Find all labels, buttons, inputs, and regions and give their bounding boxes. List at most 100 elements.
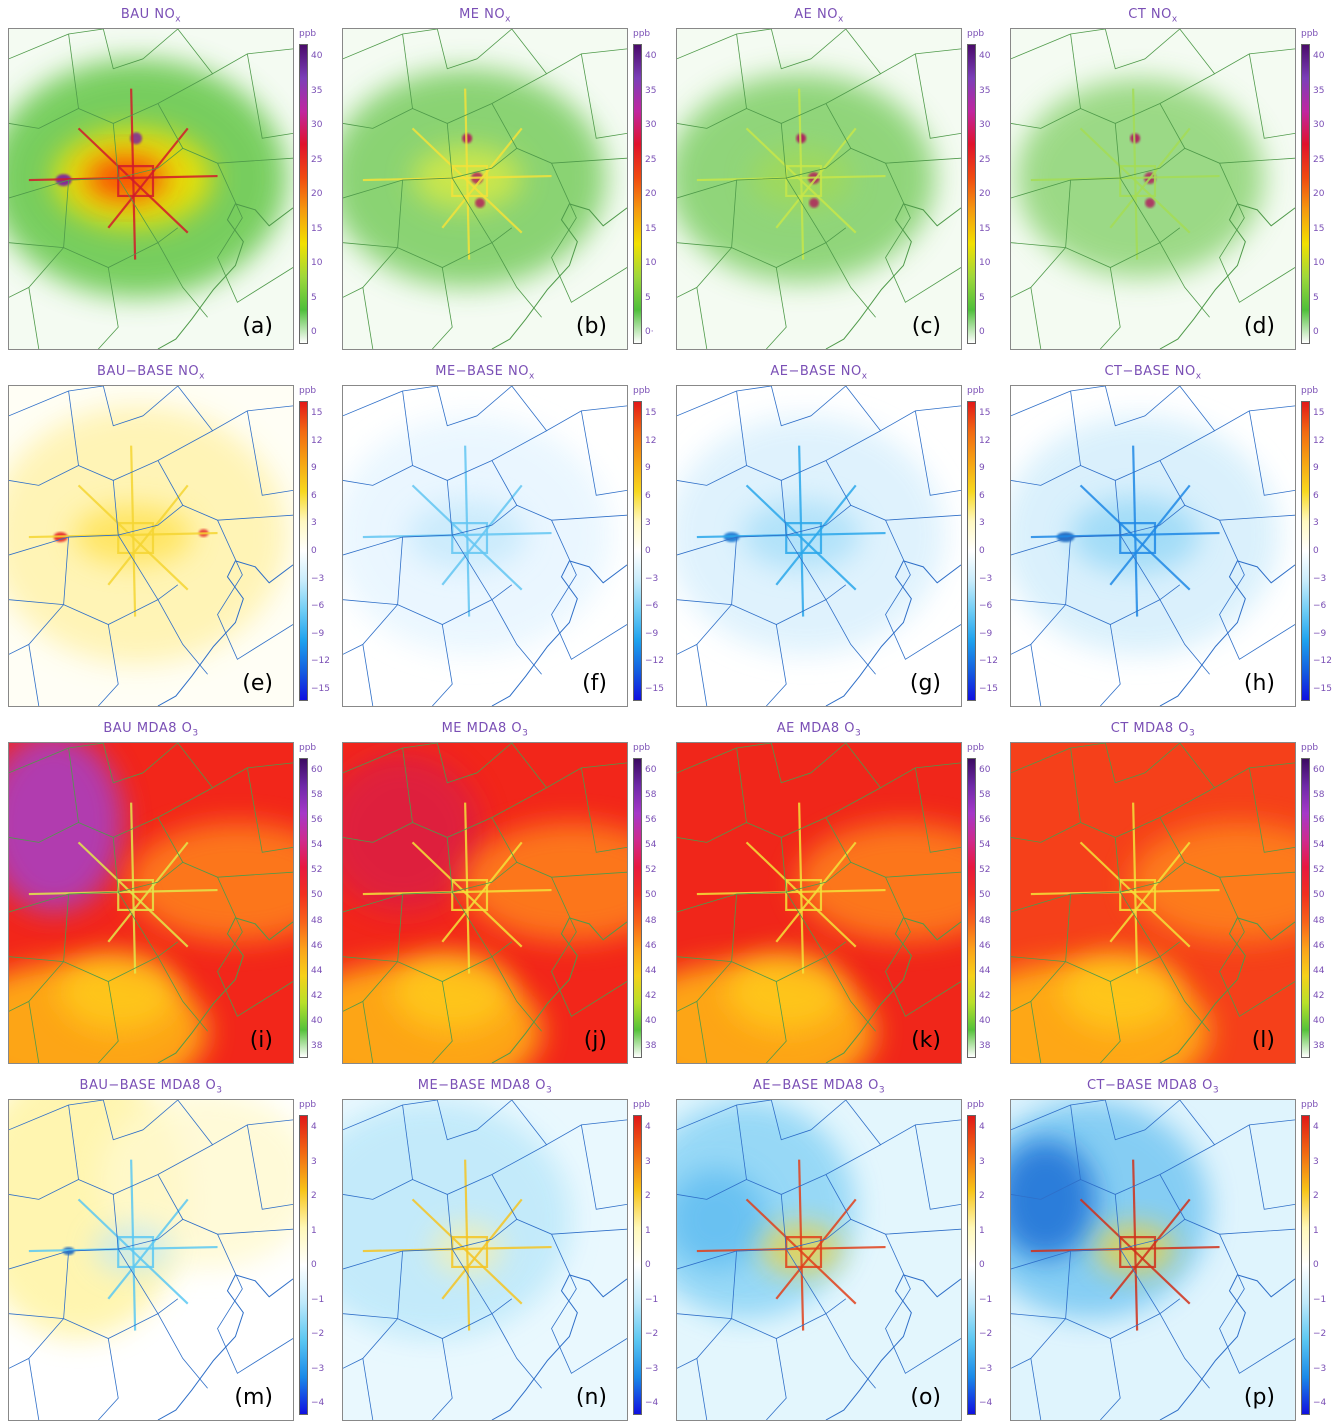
road-corridor — [362, 531, 552, 539]
road-corridor — [451, 1236, 489, 1269]
map-area: (a) — [8, 28, 294, 350]
county-boundary — [446, 1194, 453, 1250]
colorbar — [967, 44, 976, 344]
road-corridor — [1030, 1245, 1220, 1253]
colorbar-tick-label: 1 — [979, 1225, 985, 1236]
road-corridor — [77, 484, 189, 591]
county-boundary — [845, 1100, 961, 1146]
colorbar — [299, 1115, 308, 1415]
colorbar-unit: ppb — [967, 743, 985, 753]
colorbar-tick-label: 0 — [311, 1260, 317, 1270]
concentration-field — [343, 1100, 627, 1420]
colorbar-tick-label: 52 — [645, 865, 657, 876]
coastline — [825, 917, 961, 1063]
colorbar-tick-label: 38 — [1313, 1041, 1325, 1051]
panel-title-subscript: 3 — [855, 728, 862, 739]
county-boundary — [9, 1251, 69, 1369]
county-boundary — [343, 108, 413, 129]
panel-title: BAU−BASE MDA8 O3 — [8, 1078, 294, 1098]
county-boundary — [810, 743, 847, 774]
county-boundary — [63, 584, 179, 625]
county-boundary — [491, 956, 542, 1032]
county-boundary — [1104, 29, 1146, 70]
map-area: (p) — [1010, 1099, 1296, 1421]
county-boundary — [157, 1174, 293, 1235]
panel-label: (i) — [249, 1028, 273, 1053]
concentration-field — [9, 1100, 293, 1420]
county-boundary — [9, 465, 79, 486]
colorbar-tick-label: 38 — [979, 1041, 991, 1051]
county-boundary — [1070, 747, 1081, 823]
county-boundary — [551, 876, 627, 1017]
county-boundary — [1100, 981, 1121, 1063]
county-boundary — [68, 504, 184, 538]
county-boundary — [402, 33, 413, 109]
colorbar-tick-label: 56 — [645, 815, 657, 826]
concentration-field — [1011, 29, 1295, 349]
county-boundary — [1219, 519, 1295, 660]
panel-title-subscript: x — [1171, 14, 1178, 25]
county-boundary — [785, 891, 827, 957]
panel-label: (e) — [242, 671, 273, 696]
county-boundary — [142, 386, 179, 417]
road-corridor — [1109, 841, 1191, 943]
county-boundary — [696, 1358, 708, 1420]
county-boundary — [845, 743, 961, 789]
county-boundary — [810, 1100, 847, 1131]
colorbar-tick-label: 25 — [645, 154, 657, 165]
county-boundary — [117, 177, 159, 243]
colorbar-tick-label: 30 — [645, 120, 657, 130]
county-boundary — [9, 894, 69, 1012]
colorbar-unit: ppb — [299, 29, 317, 39]
colorbar-tick-label: 42 — [311, 990, 323, 1001]
map-panel-f: ME−BASE NOx (f) ppb 15 12 9 6 3 0 −3 −6 −9 −12 −15 — [334, 357, 668, 714]
colorbar-tick-label: −2 — [645, 1329, 659, 1339]
county-boundary — [9, 1179, 79, 1200]
county-boundary — [9, 1104, 69, 1131]
colorbar-tick-label: 25 — [1313, 154, 1325, 165]
county-boundary — [117, 1248, 159, 1314]
county-boundary — [9, 180, 69, 298]
colorbar-tick-label: 10 — [311, 258, 323, 268]
county-boundary — [1104, 386, 1146, 427]
county-boundary — [1159, 599, 1210, 675]
road-corridor — [1079, 484, 1191, 591]
colorbar-tick-label: 12 — [979, 435, 991, 446]
county-boundary — [746, 430, 881, 481]
county-boundary — [9, 33, 69, 60]
county-boundary — [825, 1313, 876, 1389]
concentration-field — [343, 29, 627, 349]
colorbar-tick-label: 58 — [311, 790, 323, 801]
field-blob — [796, 822, 961, 942]
panel-title: BAU NOx — [8, 7, 294, 27]
county-boundary — [343, 180, 403, 298]
county-boundary — [432, 624, 453, 706]
county-boundary — [746, 73, 881, 124]
county-boundary — [677, 536, 737, 556]
field-blob — [1011, 1139, 1096, 1259]
road-corridor — [745, 127, 857, 234]
county-boundary — [412, 73, 547, 124]
road-corridor — [451, 522, 489, 555]
colorbar-tick-label: 9 — [311, 463, 317, 474]
county-boundary — [362, 287, 374, 349]
colorbar-tick-label: 15 — [979, 223, 991, 234]
road-corridor — [785, 522, 823, 555]
county-boundary — [343, 599, 398, 606]
colorbar-tick-label: 20 — [645, 189, 657, 199]
map-area: (k) — [676, 742, 962, 1064]
colorbar-unit: ppb — [967, 1100, 985, 1110]
colorbar-tick-label: 1 — [1313, 1225, 1319, 1236]
county-boundary — [1179, 386, 1295, 432]
map-panel-m: BAU−BASE MDA8 O3 (m) ppb 4 3 2 1 0 −1 −2 −3 −4 — [0, 1071, 334, 1428]
colorbar-tick-label: 2 — [311, 1191, 317, 1201]
county-boundary — [1011, 537, 1071, 655]
county-boundary — [677, 1250, 737, 1270]
colorbar-tick-label: 40 — [1313, 51, 1325, 61]
colorbar-tick-label: 10 — [979, 258, 991, 268]
colorbar-tick-label: 0 — [645, 1260, 651, 1270]
map-area: (h) — [1010, 385, 1296, 707]
colorbar — [633, 401, 642, 701]
road-corridor — [441, 127, 523, 229]
county-boundary — [677, 179, 737, 199]
